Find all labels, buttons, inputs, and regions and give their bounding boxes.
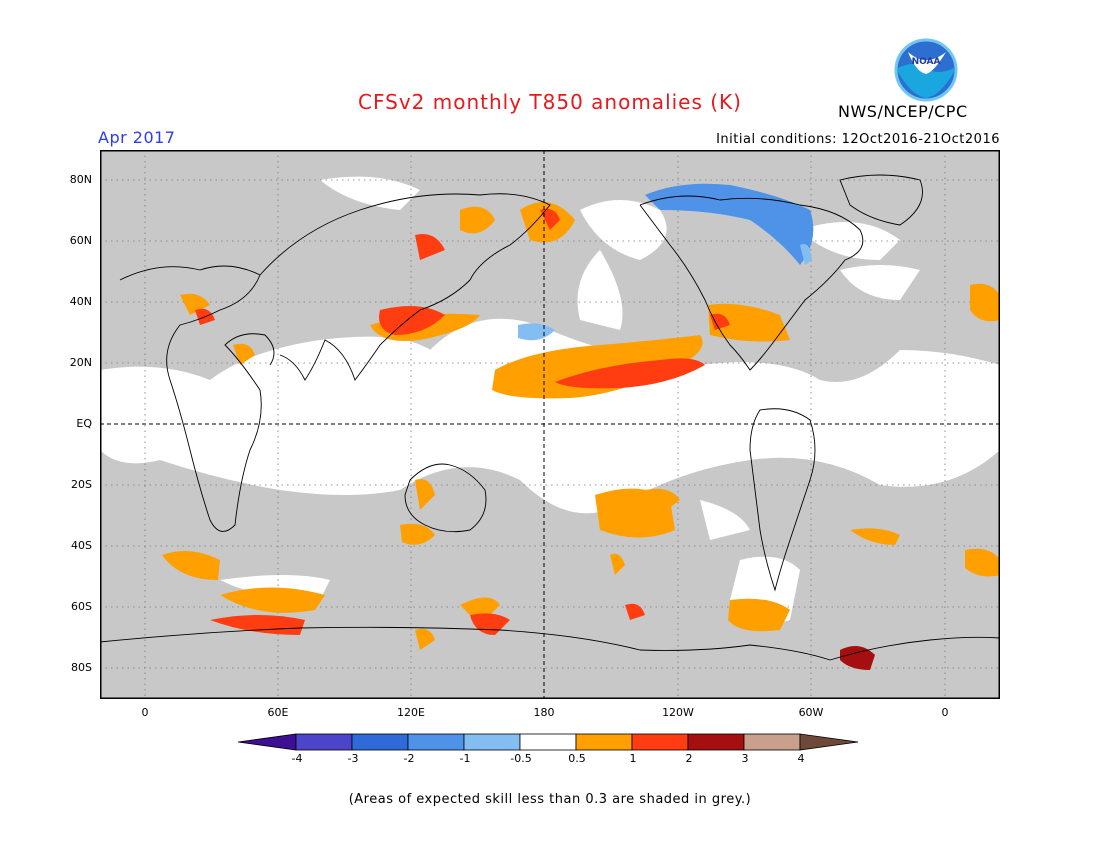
lat-label-20n: 20N — [69, 356, 92, 369]
legend-swatch-10 — [799, 733, 859, 751]
lon-label-60w: 60W — [798, 706, 824, 719]
noaa-logo-text: NOAA — [912, 57, 941, 67]
legend-label-m2: -2 — [403, 752, 415, 765]
anomaly-positive-2-3 — [840, 646, 875, 670]
legend-label-p1: 1 — [629, 752, 637, 765]
anomaly-weak-negative — [518, 244, 812, 341]
lat-label-eq: EQ — [76, 417, 92, 430]
legend-label-m4: -4 — [291, 752, 303, 765]
map-title: CFSv2 monthly T850 anomalies (K) — [358, 90, 742, 114]
lat-label-40n: 40N — [69, 295, 92, 308]
legend-label-p3: 3 — [741, 752, 749, 765]
lon-label-120e: 120E — [397, 706, 425, 719]
anomaly-map — [100, 150, 1000, 699]
forecast-period: Apr 2017 — [98, 128, 176, 147]
lon-label-180: 180 — [533, 706, 555, 719]
lat-label-60n: 60N — [69, 234, 92, 247]
legend-swatch-1 — [295, 733, 353, 751]
legend-label-p2: 2 — [685, 752, 693, 765]
legend-swatch-6 — [575, 733, 633, 751]
legend-label-p4: 4 — [797, 752, 805, 765]
legend-swatch-4 — [463, 733, 521, 751]
legend-label-m3: -3 — [347, 752, 359, 765]
lat-label-80s: 80S — [71, 661, 92, 674]
lon-label-60e: 60E — [267, 706, 289, 719]
lat-label-20s: 20S — [71, 478, 92, 491]
lat-label-40s: 40S — [71, 539, 92, 552]
legend-swatch-0 — [238, 733, 297, 751]
color-bar — [238, 733, 859, 751]
initial-conditions: Initial conditions: 12Oct2016-21Oct2016 — [716, 132, 1000, 147]
legend-swatch-5 — [519, 733, 577, 751]
reference-lines — [100, 150, 1000, 699]
lon-label-120w: 120W — [662, 706, 694, 719]
lat-label-80n: 80N — [69, 173, 92, 186]
legend-swatch-8 — [687, 733, 745, 751]
lon-label-0-west: 0 — [141, 706, 149, 719]
legend-swatch-7 — [631, 733, 689, 751]
legend-label-p0p5: 0.5 — [568, 752, 586, 765]
legend-swatch-9 — [743, 733, 801, 751]
skill-caption: (Areas of expected skill less than 0.3 a… — [348, 792, 752, 807]
legend-swatch-3 — [407, 733, 465, 751]
anomaly-negative — [645, 183, 814, 265]
legend-label-m1: -1 — [459, 752, 471, 765]
anomaly-positive-0p5-1 — [162, 202, 1000, 650]
coastlines — [100, 174, 1000, 661]
agency-label: NWS/NCEP/CPC — [838, 102, 968, 121]
lat-label-60s: 60S — [71, 600, 92, 613]
map-frame — [100, 150, 1000, 699]
legend-swatch-2 — [351, 733, 409, 751]
noaa-logo: NOAA — [894, 38, 958, 102]
lon-label-0-east: 0 — [941, 706, 949, 719]
legend-label-m0p5: -0.5 — [510, 752, 532, 765]
